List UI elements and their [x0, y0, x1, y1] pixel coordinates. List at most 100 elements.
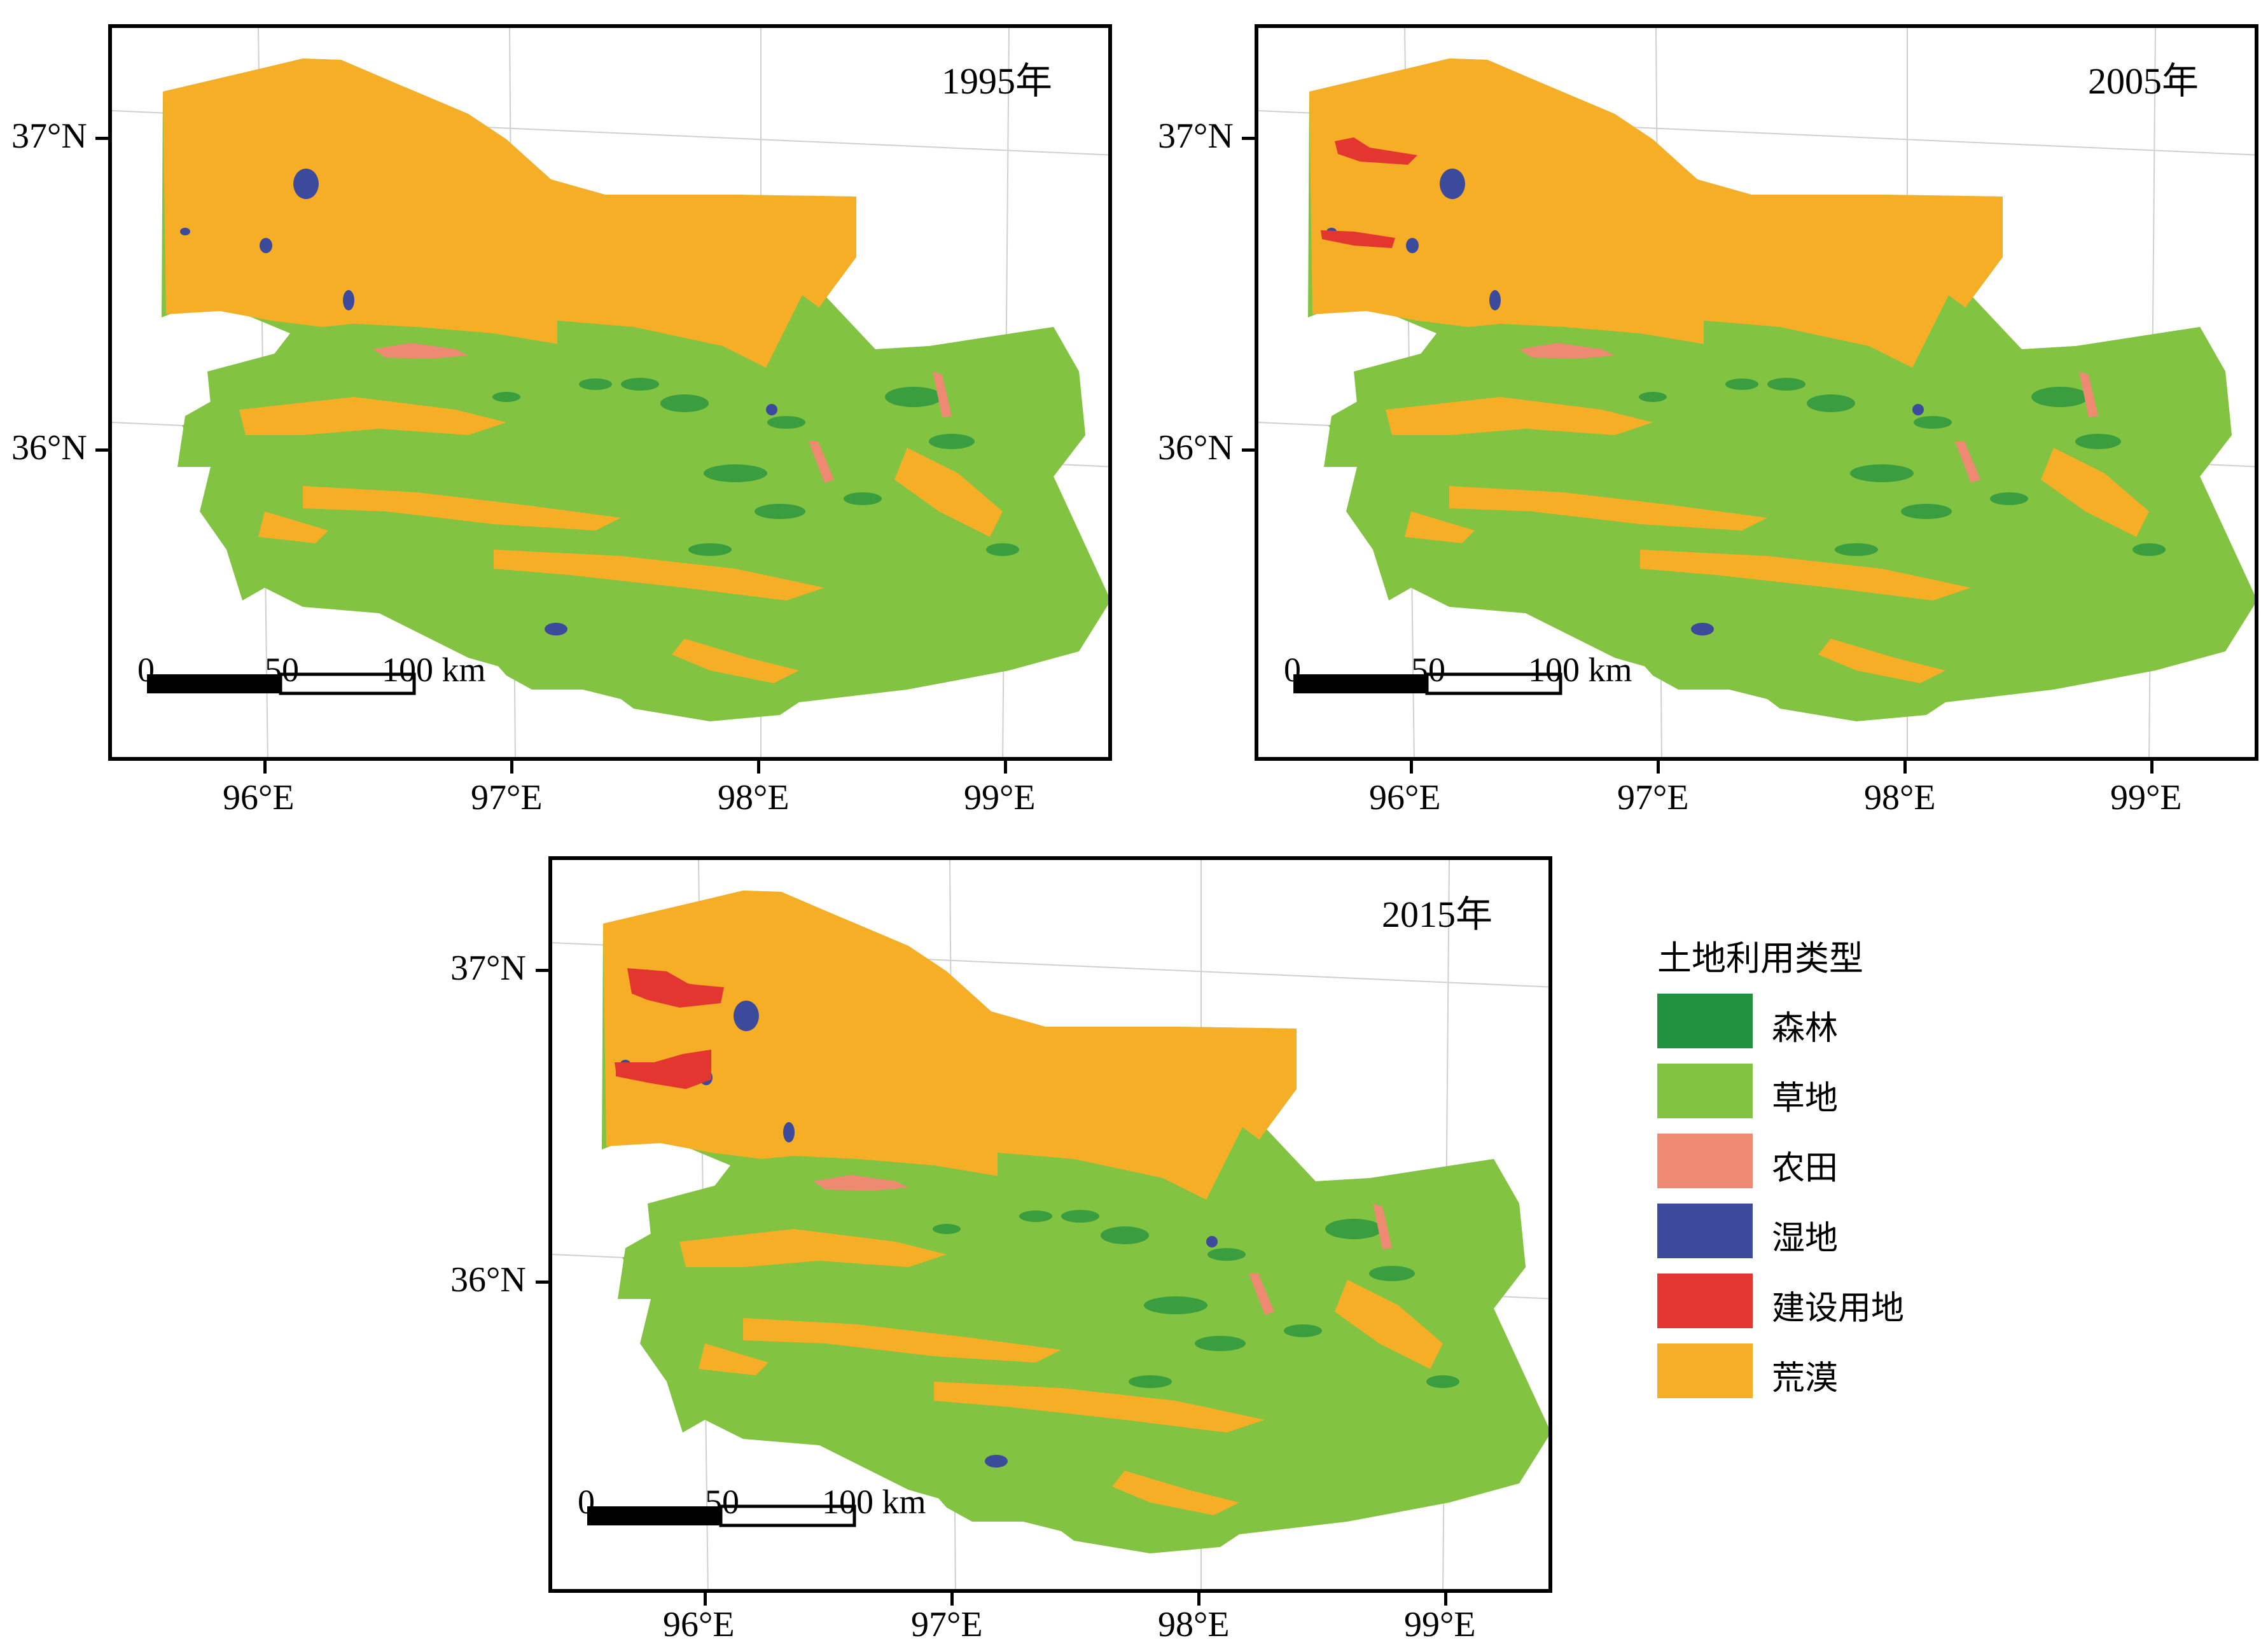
forest-patches	[1639, 378, 2166, 556]
wetland-patch	[180, 228, 190, 235]
wetland-patch	[545, 623, 567, 635]
lon-label-99: 99°E	[2110, 778, 2182, 817]
farmland-patch	[1519, 343, 1615, 359]
wetland-patch	[783, 1122, 795, 1142]
forest-patch	[1101, 1226, 1149, 1244]
legend-title: 土地利用类型	[1657, 938, 1863, 978]
forest-patch	[767, 416, 805, 429]
lon-label-98: 98°E	[718, 778, 790, 817]
farmland-patches	[1519, 343, 2098, 483]
lon-label-97: 97°E	[911, 1605, 983, 1644]
wetland-patch	[985, 1455, 1008, 1468]
lat-label-36: 36°N	[11, 428, 87, 468]
lat-tick	[536, 1281, 551, 1284]
forest-patch	[2031, 387, 2089, 407]
forest-patch	[1639, 392, 1667, 402]
lon-tick	[1197, 1590, 1200, 1606]
map-frame	[108, 24, 1112, 761]
farmland-patches	[373, 343, 952, 483]
scale-end: 100 km	[382, 651, 486, 689]
scale-bar-black	[1293, 674, 1427, 693]
forest-patch	[1195, 1336, 1246, 1351]
legend: 土地利用类型 森林 草地 农田 湿地 建设用地 荒漠	[1657, 930, 1924, 1413]
legend-label: 森林	[1772, 1010, 1839, 1048]
legend-label: 建设用地	[1772, 1289, 1905, 1328]
desert-patch	[743, 1318, 1061, 1363]
builtup-patch	[616, 1050, 711, 1089]
farmland-patch	[813, 1175, 908, 1191]
desert-patch	[1405, 511, 1475, 543]
lon-tick	[1410, 758, 1413, 774]
forest-patch	[844, 492, 882, 505]
region-desert	[1309, 59, 2003, 403]
forest-patch	[704, 464, 767, 482]
forest-patch	[1129, 1375, 1172, 1388]
forest-patch	[688, 543, 732, 556]
lon-tick	[1903, 758, 1907, 774]
forest-patches	[492, 378, 1019, 556]
farmland-patches	[813, 1175, 1392, 1315]
farmland-patch	[373, 343, 468, 359]
forest-patch	[1807, 394, 1855, 412]
grassland-patch	[207, 346, 685, 461]
lon-label-96: 96°E	[223, 778, 295, 817]
land-use-map	[1258, 28, 2255, 757]
forest-patch	[755, 504, 805, 519]
legend-label: 草地	[1772, 1079, 1839, 1118]
scale-bar	[1293, 672, 1562, 695]
forest-patch	[1019, 1211, 1052, 1222]
scale-end: 100 km	[1528, 651, 1632, 689]
desert-patch	[1112, 1471, 1239, 1515]
wetland-patches	[1326, 169, 1924, 635]
wetland-patch	[1912, 404, 1924, 415]
farmland-patch	[1373, 1204, 1392, 1249]
lon-label-96: 96°E	[1369, 778, 1441, 817]
year-label: 1995年	[942, 60, 1053, 102]
scale-zero: 0	[1284, 651, 1301, 689]
legend-swatch	[1657, 1274, 1753, 1328]
forest-patch	[929, 434, 975, 449]
lat-tick	[536, 969, 551, 972]
legend-swatch	[1657, 1064, 1753, 1118]
builtup-patch	[1335, 137, 1417, 165]
desert-patch	[303, 486, 621, 531]
lat-tick	[95, 137, 111, 140]
lon-tick	[1004, 758, 1007, 774]
desert-patch	[1335, 1280, 1443, 1369]
forest-patch	[1914, 416, 1952, 429]
builtup-patch	[1321, 230, 1395, 248]
wetland-patch	[1406, 238, 1419, 253]
wetland-patch	[293, 169, 319, 199]
scale-bar-white	[1425, 672, 1562, 695]
year-label: 2005年	[2088, 60, 2199, 102]
desert-patch	[1386, 397, 1653, 435]
scale-mid: 50	[265, 651, 299, 689]
lat-label-36: 36°N	[1158, 428, 1234, 468]
farmland-patch	[933, 371, 952, 417]
lon-label-99: 99°E	[964, 778, 1036, 817]
lat-label-36: 36°N	[450, 1260, 526, 1300]
wetland-patch	[766, 404, 777, 415]
lon-tick	[1657, 758, 1660, 774]
grassland-patch	[1405, 550, 2232, 712]
lon-label-97: 97°E	[1617, 778, 1689, 817]
desert-patch	[2041, 448, 2149, 537]
wetland-patches	[180, 169, 777, 635]
legend-item-builtup: 建设用地	[1657, 1274, 1924, 1328]
desert-patch	[1640, 550, 1971, 600]
lat-tick	[1242, 137, 1257, 140]
forest-patch	[2075, 434, 2121, 449]
lat-label-37: 37°N	[1158, 116, 1234, 156]
lat-tick	[1242, 448, 1257, 452]
desert-patch	[934, 1382, 1265, 1433]
forest-patch	[1061, 1210, 1099, 1223]
wetland-patch	[1691, 623, 1714, 635]
forest-patch	[2132, 543, 2166, 556]
forest-patch	[1835, 543, 1878, 556]
forest-patch	[1990, 492, 2028, 505]
lon-label-98: 98°E	[1864, 778, 1936, 817]
desert-patch	[258, 511, 328, 543]
scale-bar-black	[587, 1506, 721, 1525]
lon-tick	[1444, 1590, 1447, 1606]
legend-label: 荒漠	[1772, 1359, 1839, 1398]
